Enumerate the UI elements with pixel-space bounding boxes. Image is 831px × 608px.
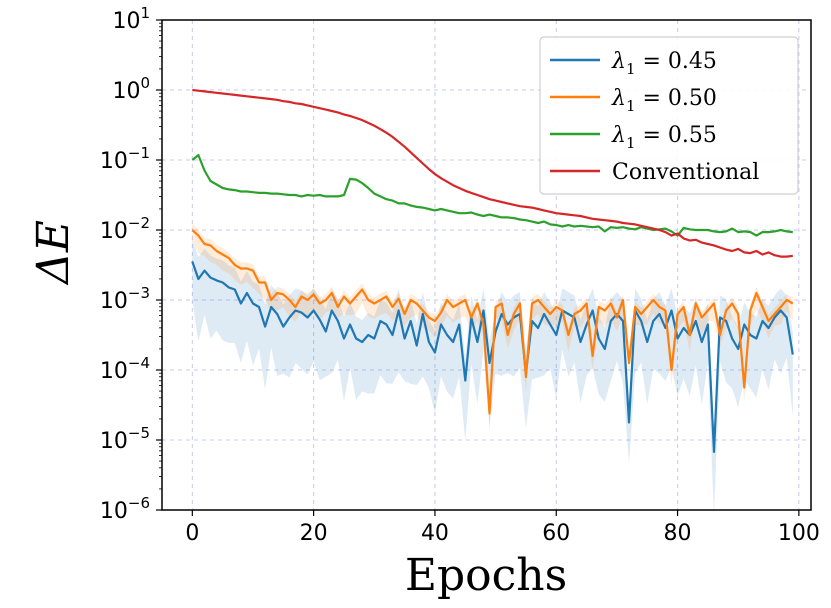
legend-label-1: λ1 = 0.50 — [611, 86, 717, 115]
series-lines — [191, 88, 794, 453]
axis-ticks: 0 20 40 60 80 100 101 100 10−1 10−2 10−3 10−4 10−5 10… — [100, 4, 820, 546]
x-tick-label: 0 — [185, 521, 199, 546]
legend-label-2: λ1 = 0.55 — [611, 123, 717, 152]
y-tick-label: 10−5 — [100, 424, 150, 454]
y-tick-label: 10−4 — [100, 354, 150, 384]
x-tick-label: 60 — [542, 521, 570, 546]
y-tick-label: 10−3 — [100, 284, 150, 314]
legend-label-0: λ1 = 0.45 — [611, 49, 717, 78]
x-tick-label: 40 — [421, 521, 449, 546]
y-tick-label: 10−1 — [100, 144, 150, 174]
legend-label-3: Conventional — [612, 160, 759, 185]
y-tick-label: 10−2 — [100, 214, 150, 244]
x-tick-label: 100 — [778, 521, 820, 546]
series-line-3 — [192, 88, 793, 258]
y-tick-label: 100 — [112, 74, 150, 104]
series-line-2 — [191, 154, 793, 237]
legend-box — [539, 36, 799, 195]
series-line-1 — [191, 229, 794, 415]
y-tick-label: 101 — [112, 4, 150, 34]
x-axis-title: Epochs — [405, 550, 567, 601]
x-tick-label: 20 — [300, 521, 328, 546]
x-tick-label: 80 — [664, 521, 692, 546]
y-axis-title: ΔE — [28, 220, 79, 286]
y-tick-label: 10−6 — [100, 494, 150, 524]
legend: λ1 = 0.45 λ1 = 0.50 λ1 = 0.55 Conventional — [539, 36, 799, 195]
plot-frame — [161, 19, 812, 511]
